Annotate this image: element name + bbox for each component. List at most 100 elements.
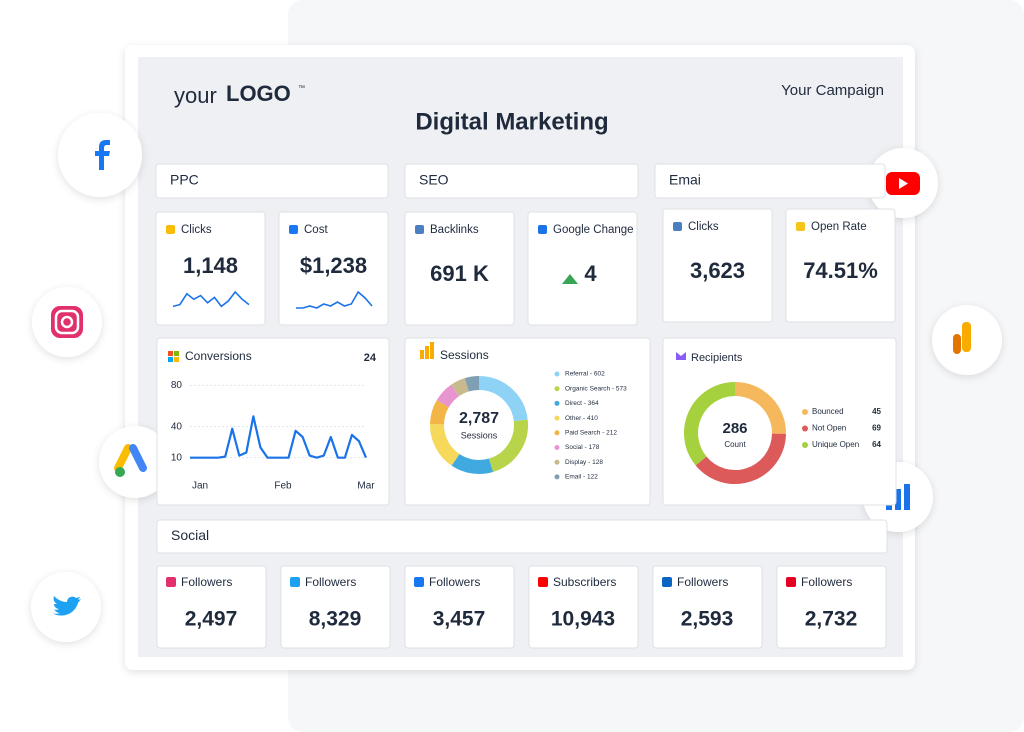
recipients-total: 286 — [722, 420, 747, 437]
sparkline — [172, 290, 250, 308]
donut-segment — [451, 453, 494, 474]
ga-icon — [430, 342, 434, 359]
title: Digital Marketing — [415, 108, 608, 135]
legend-dot — [554, 386, 560, 392]
sparkline — [296, 290, 373, 309]
kpi-icon — [166, 225, 175, 234]
legend-dot — [554, 474, 560, 480]
ms-icon — [168, 351, 173, 356]
logo-your: your — [174, 83, 217, 108]
card — [280, 565, 391, 649]
card — [404, 565, 515, 649]
legend-value: 45 — [872, 407, 881, 416]
legend-label: Referral - 602 — [565, 371, 605, 378]
kpi-icon — [415, 225, 424, 234]
mail-icon — [676, 352, 686, 360]
legend-value: 69 — [872, 424, 881, 433]
conversions-title: Conversions — [185, 349, 252, 363]
section-title: SEO — [419, 172, 449, 188]
donut-segment — [430, 423, 460, 466]
legend-dot — [802, 425, 808, 432]
card — [156, 519, 888, 554]
legend-dot — [802, 442, 808, 448]
social-icon — [662, 577, 672, 587]
section-title: PPC — [170, 172, 199, 188]
social-label: Followers — [677, 575, 728, 589]
kpi-icon — [289, 225, 298, 234]
legend-label: Social - 178 — [565, 444, 600, 451]
card — [662, 208, 773, 323]
card — [652, 565, 763, 649]
legend-dot — [554, 430, 560, 436]
social-icon — [166, 577, 176, 587]
section-title: Emai — [669, 172, 701, 188]
legend-dot — [802, 409, 808, 415]
donut-segment — [478, 376, 528, 422]
y-tick-label: 40 — [171, 421, 183, 432]
legend-label: Direct - 364 — [565, 400, 599, 407]
social-value: 2,732 — [805, 608, 858, 631]
social-value: 10,943 — [551, 608, 615, 631]
kpi-label: Clicks — [688, 221, 719, 233]
donut-segment — [734, 382, 786, 435]
legend-dot — [554, 371, 560, 377]
campaign: Your Campaign — [781, 82, 884, 99]
icons — [31, 113, 1002, 642]
kpi-label: Open Rate — [811, 221, 867, 233]
card — [156, 337, 390, 506]
sessions-title: Sessions — [440, 348, 489, 362]
trend-up — [562, 274, 578, 284]
legend-value: 64 — [872, 440, 881, 449]
ga-icon — [425, 346, 429, 359]
y-tick-label: 10 — [171, 452, 183, 463]
donut-segment — [684, 382, 736, 466]
legend-label: Organic Search - 573 — [565, 385, 627, 392]
social-icon — [290, 577, 300, 587]
donut-segment — [430, 400, 450, 425]
recipients-title: Recipients — [691, 352, 743, 364]
logo-brand: LOGO — [226, 81, 291, 106]
kpi-value: 4 — [584, 261, 597, 286]
social-value: 2,497 — [185, 608, 238, 631]
legend-label: Paid Search - 212 — [565, 430, 617, 437]
kpi-label: Google Change — [553, 224, 634, 236]
x-tick-label: Jan — [192, 481, 208, 492]
card — [776, 565, 887, 649]
card — [278, 211, 389, 326]
card — [404, 211, 515, 326]
y-tick-label: 80 — [171, 380, 183, 391]
card — [528, 565, 639, 649]
x-tick-label: Mar — [357, 481, 375, 492]
social-label: Followers — [305, 575, 356, 589]
card — [156, 565, 267, 649]
donut-segment — [436, 384, 460, 408]
kpi-icon — [673, 222, 682, 231]
legend-label: Bounced — [812, 407, 844, 416]
donut-segment — [488, 419, 528, 472]
legend-label: Display - 128 — [565, 459, 603, 466]
conversions-total: 24 — [364, 352, 377, 364]
kpi-label: Backlinks — [430, 224, 479, 236]
ms-icon — [174, 357, 179, 362]
kpi-label: Cost — [304, 224, 328, 236]
social-value: 3,457 — [433, 608, 486, 631]
line — [190, 415, 368, 459]
card — [155, 163, 389, 199]
kpi-label: Clicks — [181, 224, 212, 236]
legend-dot — [554, 415, 560, 421]
card — [155, 211, 266, 326]
kpi-value: 74.51% — [803, 258, 878, 283]
ga-icon — [420, 350, 424, 359]
logo-tm: ™ — [298, 85, 305, 92]
social-label: Followers — [181, 575, 232, 589]
legend-label: Not Open — [812, 424, 846, 433]
legend-dot — [554, 459, 560, 465]
card — [785, 208, 896, 323]
social-value: 8,329 — [309, 608, 362, 631]
card — [404, 163, 639, 199]
social-icon — [786, 577, 796, 587]
kpi-value: $1,238 — [300, 253, 367, 278]
social-label: Followers — [429, 575, 480, 589]
donut-segment — [464, 376, 480, 392]
